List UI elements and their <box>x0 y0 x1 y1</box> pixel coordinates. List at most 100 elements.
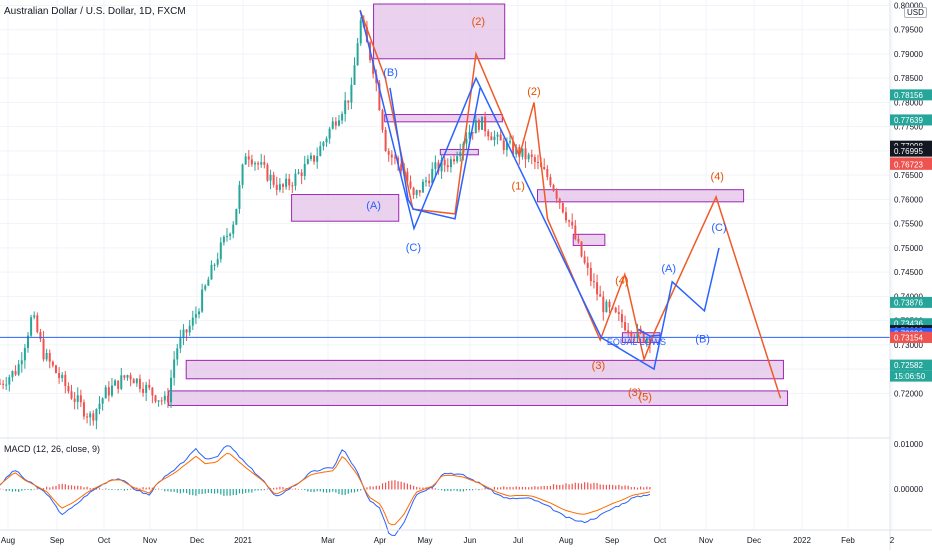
candle-body <box>642 331 645 342</box>
candle-body <box>23 347 26 361</box>
candle-body <box>194 314 197 318</box>
candle-body <box>456 156 459 162</box>
candle-body <box>8 377 11 385</box>
macd-histogram-bar <box>422 487 424 490</box>
candle-body <box>39 332 42 340</box>
macd-histogram-bar <box>142 487 144 490</box>
macd-histogram-bar <box>388 480 390 490</box>
macd-histogram-bar <box>111 489 113 490</box>
candle-body <box>70 391 73 399</box>
macd-histogram-bar <box>30 489 32 491</box>
macd-histogram-bar <box>223 489 225 496</box>
macd-histogram-bar <box>210 489 213 494</box>
candle-body <box>571 221 574 226</box>
candle-body <box>555 190 558 199</box>
macd-histogram-bar <box>496 487 499 490</box>
candle-body <box>624 322 627 331</box>
time-tick-label: Mar <box>321 536 335 545</box>
candle-body <box>533 157 536 162</box>
candle-body <box>11 371 14 378</box>
candle-body <box>365 27 368 43</box>
price-label-tag <box>890 296 932 308</box>
macd-histogram-bar <box>475 488 477 490</box>
candle-body <box>400 164 403 171</box>
macd-histogram-bar <box>316 489 318 492</box>
candle-body <box>502 140 505 150</box>
macd-histogram-bar <box>120 489 122 490</box>
macd-histogram-bar <box>630 487 632 490</box>
macd-histogram-bar <box>524 487 527 490</box>
candle-body <box>198 311 201 315</box>
macd-histogram-bar <box>602 484 604 490</box>
macd-histogram-bar <box>18 489 20 492</box>
macd-histogram-bar <box>621 486 623 490</box>
macd-histogram-bar <box>170 489 172 492</box>
candle-body <box>232 224 235 234</box>
macd-histogram-bar <box>646 486 648 490</box>
macd-histogram-bar <box>89 488 91 490</box>
candle-body <box>412 187 415 195</box>
candle-body <box>269 174 272 181</box>
time-tick-label: Oct <box>654 536 667 545</box>
candle-body <box>564 212 567 221</box>
candle-body <box>191 317 194 326</box>
wave-label: (3) <box>628 387 641 399</box>
price-axis[interactable]: 0.80000 0.79500 0.79000 0.78500 0.78000 0.775… <box>889 0 932 550</box>
price-tick-label: 0.72000 <box>894 389 923 398</box>
candle-body <box>135 378 138 384</box>
macd-histogram-bar <box>254 489 256 491</box>
candle-body <box>372 59 375 75</box>
macd-histogram-bar <box>649 487 651 490</box>
macd-histogram-bar <box>447 489 449 491</box>
candle-body <box>148 384 151 388</box>
macd-histogram-bar <box>164 489 166 492</box>
candle-body <box>235 208 238 225</box>
macd-histogram-bar <box>260 489 262 491</box>
time-tick-label: Jun <box>464 536 477 545</box>
candle-body <box>328 128 331 139</box>
candle-body <box>605 301 608 313</box>
macd-histogram-bar <box>500 487 502 490</box>
candle-body <box>356 43 359 66</box>
price-label-tag <box>890 89 932 101</box>
macd-histogram-bar <box>503 486 505 490</box>
macd-histogram-bar <box>123 489 125 491</box>
macd-histogram-bar <box>341 489 343 495</box>
candle-body <box>241 164 244 185</box>
macd-histogram-bar <box>406 483 408 490</box>
wave-label: (B) <box>695 333 710 345</box>
candle-body <box>64 374 67 387</box>
candle-body <box>499 134 502 141</box>
candle-body <box>530 154 533 158</box>
candle-body <box>179 337 182 349</box>
candle-body <box>117 380 120 389</box>
time-tick-label: Nov <box>143 536 157 545</box>
time-tick-label: Sep <box>50 536 65 545</box>
candle-body <box>51 361 54 366</box>
currency-badge[interactable]: USD <box>904 7 927 18</box>
candle-body <box>244 156 247 165</box>
candle-body <box>325 138 328 143</box>
macd-histogram-bar <box>329 489 331 493</box>
macd-histogram-bar <box>599 484 601 490</box>
macd-histogram-bar <box>189 489 191 495</box>
macd-histogram-bar <box>102 489 104 490</box>
macd-histogram-bar <box>381 483 384 490</box>
candle-body <box>421 181 424 193</box>
price-tick-label: 0.77500 <box>894 123 923 132</box>
macd-histogram-bar <box>437 489 440 490</box>
wave-label: (5) <box>639 392 652 404</box>
macd-histogram-bar <box>593 482 595 490</box>
candle-body <box>468 132 471 139</box>
candle-body <box>589 267 592 282</box>
time-tick-label: 2022 <box>793 536 811 545</box>
macd-histogram-bar <box>643 487 645 490</box>
time-axis[interactable]: Aug Sep Oct Nov Dec 2021 Mar Apr May Jun Jul Aug Sep… <box>0 529 932 545</box>
price-label: 0.77639 <box>894 116 923 125</box>
wave-label: (C) <box>406 242 421 254</box>
zone-box <box>168 390 789 406</box>
candle-body <box>599 294 602 297</box>
candle-body <box>536 161 539 163</box>
